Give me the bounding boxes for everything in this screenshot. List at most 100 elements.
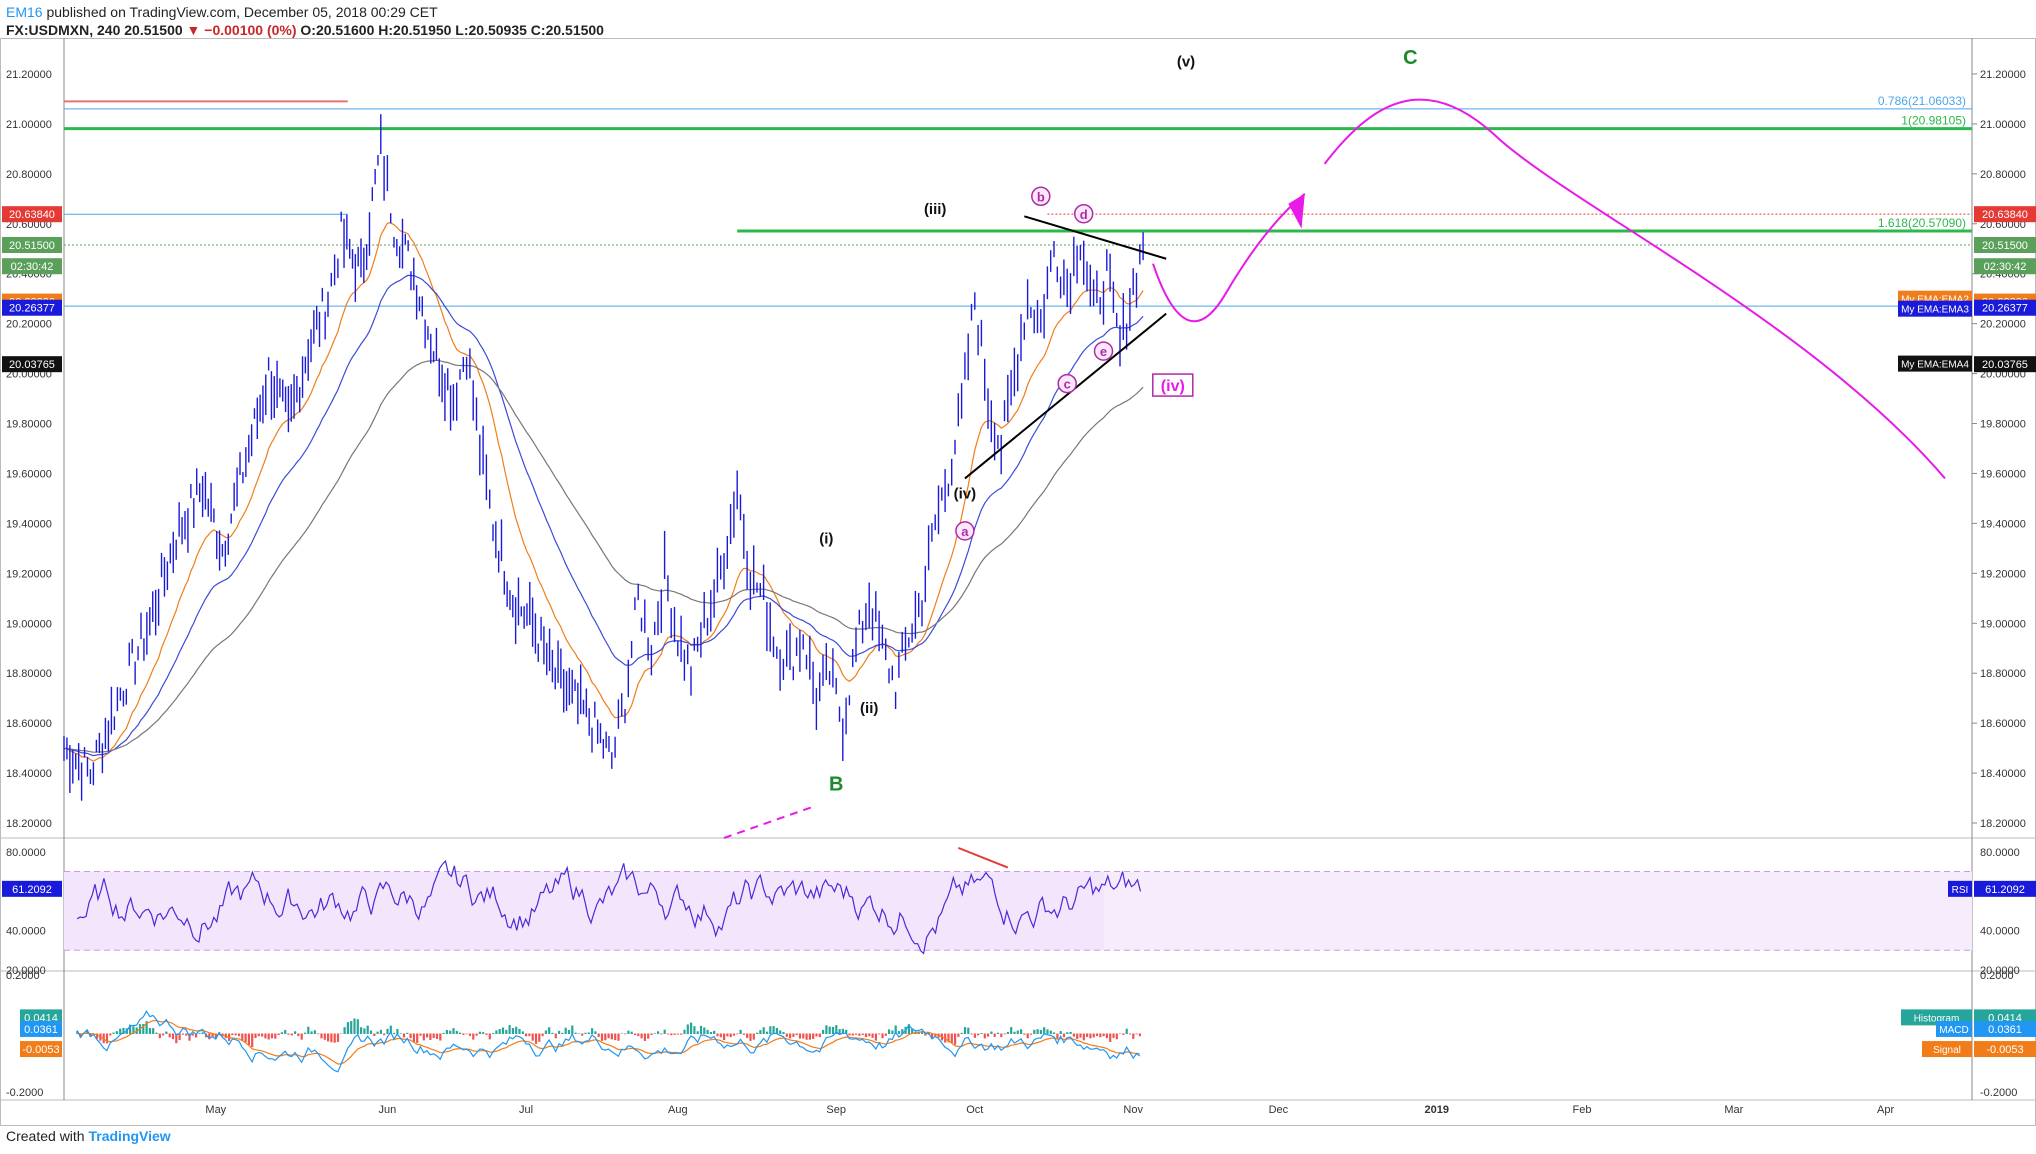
histogram-bar: [571, 1025, 574, 1034]
histogram-bar: [1115, 1033, 1118, 1040]
histogram-bar: [841, 1028, 844, 1034]
macd-tick-label: -0.2000: [1980, 1087, 2017, 1099]
histogram-bar: [191, 1033, 194, 1036]
rsi-value-left: 61.2092: [12, 884, 52, 896]
histogram-bar: [412, 1033, 415, 1043]
histogram-bar: [1043, 1027, 1046, 1034]
tradingview-logo[interactable]: TradingView: [88, 1128, 171, 1144]
histogram-bar: [1122, 1033, 1125, 1035]
histogram-bar: [736, 1033, 739, 1035]
y-tick-label-left: 20.20000: [6, 319, 52, 331]
histogram-bar: [422, 1033, 425, 1041]
histogram-bar: [815, 1033, 818, 1037]
histogram-bar: [874, 1033, 877, 1041]
histogram-bar: [663, 1029, 666, 1034]
histogram-bar: [567, 1029, 571, 1034]
ema-tag: My EMA:EMA2: [1901, 295, 1969, 306]
histogram-bar: [211, 1033, 214, 1038]
ema-tag-bg: [1898, 300, 1972, 317]
histogram-bar: [274, 1033, 277, 1039]
price-tag-left: 20.51500: [9, 240, 55, 252]
histogram-bar: [165, 1031, 168, 1034]
histogram-bar: [858, 1033, 861, 1036]
histogram-bar: [426, 1033, 429, 1038]
wave-circle: [1057, 373, 1077, 394]
price-tag-bg-left: [2, 206, 62, 223]
histogram-bar: [1109, 1033, 1112, 1043]
histogram-bar: [534, 1033, 538, 1044]
histogram-bar: [980, 1033, 983, 1034]
rsi-line: [76, 859, 1142, 955]
histogram-bar: [861, 1033, 864, 1035]
histogram-bar: [369, 1030, 373, 1034]
histogram-bar: [297, 1033, 300, 1037]
histogram-bar: [515, 1026, 518, 1034]
chart-header: EM16 published on TradingView.com, Decem…: [0, 0, 2036, 48]
histogram-bar: [752, 1033, 755, 1040]
y-tick-label: 19.20000: [1980, 568, 2026, 580]
created-with: Created with: [6, 1128, 85, 1144]
histogram-bar: [287, 1033, 290, 1035]
histogram-bar: [231, 1033, 234, 1036]
footer: Created with TradingView: [6, 1128, 171, 1144]
wave-label: C: [1403, 47, 1417, 69]
histogram-bar: [782, 1031, 785, 1034]
histogram-bar: [277, 1033, 280, 1036]
histogram-bar: [954, 1033, 957, 1045]
histogram-bar: [607, 1033, 610, 1039]
histogram-bar: [756, 1032, 759, 1034]
y-tick-label: 19.80000: [1980, 419, 2026, 431]
histogram-bar: [723, 1033, 726, 1041]
histogram-bar: [1072, 1033, 1075, 1037]
projection-arrowhead: [1288, 193, 1305, 229]
price-chart[interactable]: 0.786(21.06033) 1(20.98105) 1.618(20.57090…: [0, 38, 2036, 1128]
histogram-bar: [399, 1033, 402, 1034]
histogram-bar: [762, 1027, 765, 1034]
histogram-bar: [495, 1030, 498, 1034]
last-price: 20.51500: [124, 22, 183, 38]
histogram-bar: [162, 1033, 165, 1036]
histogram-bar: [300, 1033, 303, 1040]
histogram-bar: [921, 1030, 924, 1034]
ema2-line: [64, 222, 1144, 762]
histogram-bar: [871, 1033, 874, 1038]
histogram-bar: [963, 1027, 967, 1034]
fib-level-label: 1.618(20.57090): [1878, 216, 1966, 230]
publish-line: EM16 published on TradingView.com, Decem…: [6, 4, 438, 20]
wave-circle: [1031, 186, 1051, 207]
histogram-bar: [1112, 1033, 1115, 1038]
wave-label: (ii): [860, 700, 878, 717]
histogram-bar: [264, 1033, 267, 1039]
histogram-bar: [478, 1031, 481, 1034]
macd-name: MACD: [1939, 1025, 1968, 1036]
histogram-bar: [911, 1028, 914, 1034]
histogram-bar: [198, 1033, 201, 1034]
publish-info: published on TradingView.com, December 0…: [46, 4, 438, 20]
rsi-tick-label-left: 80.0000: [6, 847, 46, 859]
x-tick-label: Dec: [1269, 1104, 1289, 1116]
histogram-bar: [1099, 1033, 1102, 1038]
price-tag-bg-left: [2, 236, 62, 253]
histogram-bar: [482, 1032, 485, 1034]
histogram-bar: [680, 1033, 683, 1035]
author-link[interactable]: EM16: [6, 4, 43, 20]
macd-pane: [76, 1010, 1141, 1073]
histogram-bar: [340, 1033, 343, 1034]
histogram-bar: [749, 1033, 752, 1041]
histogram-bar: [449, 1030, 452, 1034]
price-tag: 20.03765: [1982, 359, 2028, 371]
histogram-bar: [152, 1028, 155, 1034]
macd-tick-label-left: -0.2000: [6, 1087, 43, 1099]
histogram-bar: [472, 1033, 475, 1040]
histogram-bar: [313, 1030, 316, 1034]
x-tick-label: 2019: [1425, 1104, 1449, 1116]
histogram-bar: [343, 1027, 346, 1034]
histogram-bar: [577, 1033, 580, 1034]
histogram-bar: [637, 1033, 640, 1037]
histogram-bar: [630, 1031, 633, 1034]
histogram-bar: [1049, 1030, 1052, 1034]
histogram-bar: [89, 1033, 92, 1037]
histogram-bar: [798, 1033, 802, 1039]
fib-level-label: 1(20.98105): [1901, 114, 1966, 128]
histogram-bar: [317, 1033, 320, 1035]
